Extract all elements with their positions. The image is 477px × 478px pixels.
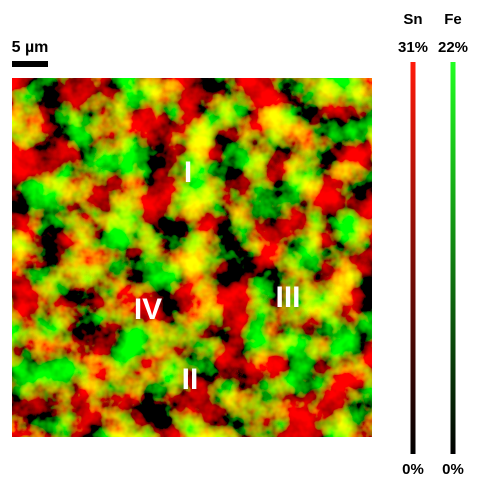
region-label: I <box>184 156 192 189</box>
scale-bar-label: 5 µm <box>12 39 49 56</box>
max-label: 22% <box>438 39 468 56</box>
region-label: III <box>275 281 300 314</box>
color-bar <box>410 62 416 454</box>
color-bar <box>450 62 456 454</box>
element-label: Fe <box>444 11 462 28</box>
eds-map <box>12 78 372 437</box>
scale-bar <box>12 61 48 67</box>
region-label: II <box>182 363 199 396</box>
region-label: IV <box>134 293 162 326</box>
max-label: 31% <box>398 39 428 56</box>
min-label: 0% <box>442 461 464 478</box>
element-label: Sn <box>403 11 422 28</box>
min-label: 0% <box>402 461 424 478</box>
